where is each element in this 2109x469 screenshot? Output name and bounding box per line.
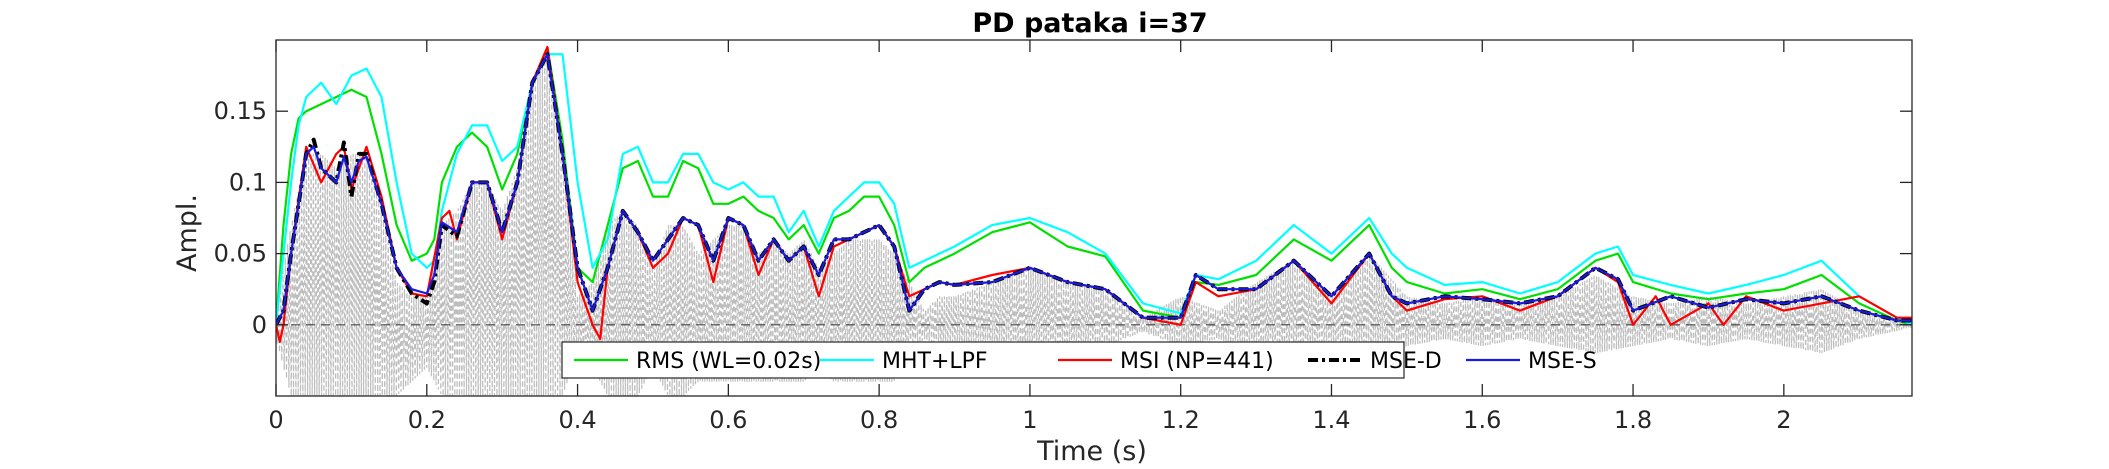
series-line-4: [276, 53, 1912, 326]
chart-title: PD pataka i=37: [972, 8, 1207, 39]
x-tick-label: 0: [268, 406, 283, 434]
series-line-0: [276, 46, 1912, 326]
y-axis-label: Ampl.: [172, 194, 203, 272]
series-line-2: [276, 46, 1912, 343]
x-tick-label: 0.4: [558, 406, 596, 434]
x-tick-label: 1.8: [1614, 406, 1652, 434]
legend-label-1: MHT+LPF: [882, 349, 988, 374]
legend-box: [561, 341, 1405, 379]
legend-label-3: MSE-D: [1370, 349, 1442, 374]
x-tick-label: 0.8: [860, 406, 898, 434]
y-tick-label: 0: [252, 311, 267, 339]
legend-label-2: MSI (NP=441): [1120, 349, 1274, 374]
x-axis-label: Time (s): [1036, 436, 1147, 467]
y-tick-label: 0.05: [214, 240, 267, 268]
x-tick-label: 0.6: [709, 406, 747, 434]
legend-label-0: RMS (WL=0.02s): [636, 349, 821, 374]
x-tick-label: 1.4: [1312, 406, 1350, 434]
x-tick-label: 1: [1022, 406, 1037, 434]
x-tick-label: 2: [1776, 406, 1791, 434]
y-tick-label: 0.15: [214, 97, 267, 125]
x-tick-label: 1.2: [1162, 406, 1200, 434]
x-tick-label: 1.6: [1463, 406, 1501, 434]
x-tick-label: 0.2: [408, 406, 446, 434]
axes-box: [275, 39, 1913, 397]
y-tick-label: 0.1: [229, 168, 267, 196]
legend-label-4: MSE-S: [1528, 349, 1597, 374]
